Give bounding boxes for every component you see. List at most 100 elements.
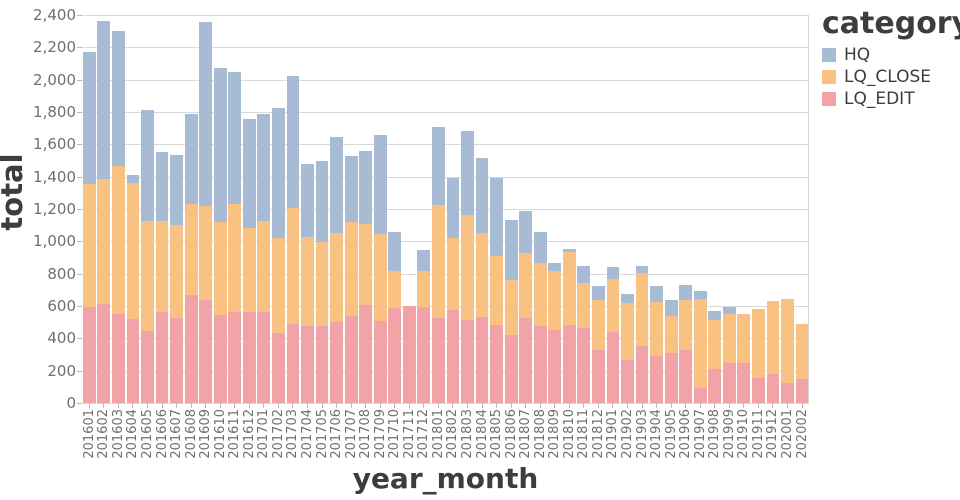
x-tick-slot bbox=[155, 403, 170, 408]
bar-slot-201701 bbox=[257, 15, 272, 403]
stacked-bar-201612 bbox=[242, 119, 256, 403]
x-tick-slot bbox=[431, 403, 446, 408]
x-tick-mark bbox=[728, 403, 730, 408]
x-tick-mark bbox=[205, 403, 207, 408]
bar-slot-201909 bbox=[722, 15, 737, 403]
x-tick-mark bbox=[161, 403, 163, 408]
bar-slot-201811 bbox=[577, 15, 592, 403]
bar-slot-201802 bbox=[446, 15, 461, 403]
x-tick-mark bbox=[772, 403, 774, 408]
stacked-bar-201602 bbox=[97, 20, 111, 403]
bar-segment-lq_close-201904 bbox=[650, 302, 663, 356]
x-label-slot: 201808 bbox=[533, 409, 548, 464]
x-axis-title: year_month bbox=[352, 462, 539, 495]
x-tick-label-201701: 201701 bbox=[256, 409, 272, 459]
gridline-2,000 bbox=[82, 79, 809, 81]
stacked-bar-201904 bbox=[650, 286, 663, 403]
bar-segment-lq_close-201709 bbox=[373, 233, 387, 321]
legend-swatch-lq_close bbox=[822, 70, 836, 84]
x-tick-mark bbox=[292, 403, 294, 408]
y-tick-mark bbox=[77, 112, 82, 113]
bar-segment-lq_close-201908 bbox=[708, 320, 722, 370]
x-tick-label-202001: 202001 bbox=[780, 409, 796, 459]
bar-segment-hq-201604 bbox=[126, 175, 140, 183]
x-tick-slot bbox=[315, 403, 330, 408]
y-tick-mark bbox=[77, 338, 82, 340]
x-label-slot: 201608 bbox=[184, 409, 199, 464]
x-tick-label-201911: 201911 bbox=[750, 409, 766, 459]
bar-segment-lq_close-201612 bbox=[242, 228, 256, 313]
bar-segment-lq_edit-201606 bbox=[155, 312, 169, 403]
bar-segment-lq_edit-201607 bbox=[170, 317, 183, 403]
bar-slot-201912 bbox=[766, 15, 781, 403]
x-label-slot: 201901 bbox=[605, 409, 620, 464]
bar-segment-lq_edit-201705 bbox=[315, 325, 329, 403]
x-tick-mark bbox=[452, 403, 454, 408]
x-label-slot: 201804 bbox=[475, 409, 490, 464]
x-tick-mark bbox=[656, 403, 658, 408]
x-tick-mark bbox=[190, 403, 192, 408]
bar-segment-lq_close-201703 bbox=[286, 208, 300, 324]
bar-segment-lq_edit-201910 bbox=[737, 363, 751, 403]
gridline-1,400 bbox=[82, 176, 809, 178]
x-tick-mark bbox=[699, 403, 701, 408]
bar-segment-lq_edit-201801 bbox=[432, 318, 445, 403]
x-tick-slot bbox=[664, 403, 679, 408]
x-tick-mark bbox=[641, 403, 643, 408]
bar-segment-lq_close-201906 bbox=[679, 299, 693, 351]
bar-slot-201710 bbox=[387, 15, 402, 403]
bar-segment-lq_close-201901 bbox=[606, 279, 620, 333]
stacked-bar-201707 bbox=[344, 156, 358, 403]
bar-slot-201812 bbox=[591, 15, 606, 403]
x-tick-mark bbox=[743, 403, 745, 408]
x-label-slot: 201902 bbox=[620, 409, 635, 464]
bar-slot-201712 bbox=[417, 15, 432, 403]
bar-segment-lq_edit-201812 bbox=[592, 349, 605, 403]
gridline-2,400 bbox=[82, 15, 809, 16]
x-tick-slot bbox=[562, 403, 577, 408]
bar-slot-202002 bbox=[795, 15, 810, 403]
x-tick-mark bbox=[466, 403, 468, 408]
x-label-slot: 201810 bbox=[562, 409, 577, 464]
bar-segment-lq_close-201905 bbox=[664, 316, 678, 354]
stacked-bar-201811 bbox=[577, 265, 591, 403]
x-tick-slot bbox=[300, 403, 315, 408]
bar-segment-lq_close-201809 bbox=[548, 271, 562, 330]
x-tick-mark bbox=[583, 403, 585, 408]
bar-segment-lq_edit-201610 bbox=[213, 314, 227, 403]
bar-slot-201905 bbox=[664, 15, 679, 403]
x-tick-mark bbox=[394, 403, 396, 408]
gridline-800 bbox=[82, 273, 809, 275]
x-tick-slot bbox=[795, 403, 810, 408]
bar-segment-lq_close-202002 bbox=[795, 323, 809, 379]
x-tick-slot bbox=[184, 403, 199, 408]
bar-segment-hq-201609 bbox=[199, 21, 213, 207]
bar-segment-lq_close-201710 bbox=[388, 271, 402, 309]
x-tick-label-201610: 201610 bbox=[212, 409, 228, 459]
x-tick-label-201602: 201602 bbox=[96, 409, 112, 459]
x-tick-slot bbox=[446, 403, 461, 408]
stacked-bar-201708 bbox=[359, 150, 373, 403]
bar-slot-201605 bbox=[140, 15, 155, 403]
stacked-bar-201601 bbox=[82, 52, 96, 403]
bar-segment-lq_edit-201701 bbox=[257, 312, 271, 403]
bar-segment-hq-201606 bbox=[155, 151, 169, 221]
bar-segment-hq-201801 bbox=[432, 126, 445, 205]
x-tick-slot bbox=[387, 403, 402, 408]
x-label-slot: 201904 bbox=[649, 409, 664, 464]
stacked-bar-201704 bbox=[301, 163, 314, 403]
bar-segment-lq_edit-201708 bbox=[359, 304, 373, 403]
bar-segment-lq_edit-201602 bbox=[97, 304, 111, 403]
x-label-slot: 201811 bbox=[576, 409, 591, 464]
y-tick-mark bbox=[77, 403, 82, 404]
x-tick-label-201904: 201904 bbox=[649, 409, 665, 459]
x-tick-mark bbox=[219, 403, 221, 408]
x-tick-slot bbox=[286, 403, 301, 408]
stacked-bar-201908 bbox=[708, 310, 722, 403]
x-tick-slot bbox=[708, 403, 723, 408]
bar-segment-hq-201808 bbox=[533, 231, 547, 264]
x-tick-label-201702: 201702 bbox=[270, 409, 286, 459]
x-label-slot: 201910 bbox=[736, 409, 751, 464]
bar-segment-hq-201803 bbox=[461, 130, 474, 216]
x-tick-slot bbox=[358, 403, 373, 408]
